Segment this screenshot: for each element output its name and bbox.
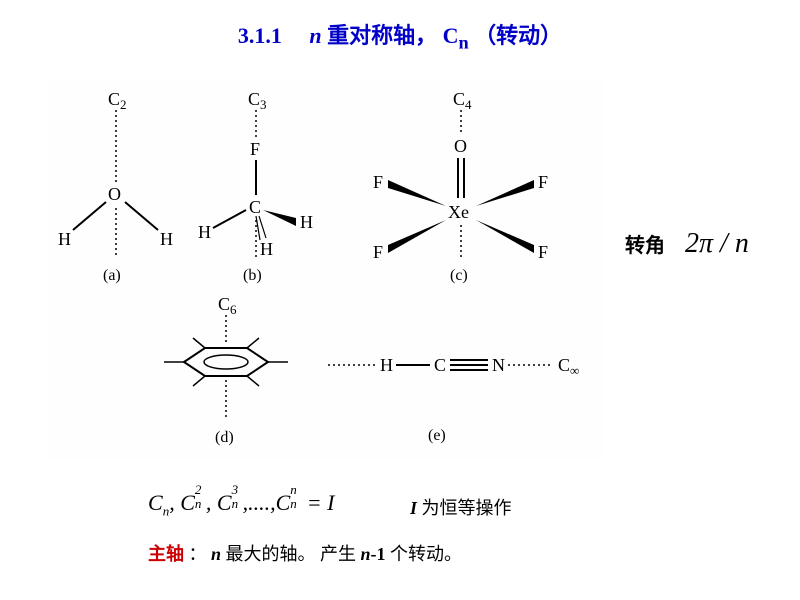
svg-text:(a): (a) [103, 267, 121, 284]
svg-text:(d): (d) [215, 429, 234, 446]
molecule-c: C4 O Xe F F F F (c) [373, 89, 548, 284]
section-number: 3.1.1 [238, 23, 282, 48]
svg-text:F: F [250, 139, 260, 159]
angle-label: 转角 [625, 235, 665, 257]
molecule-b: C3 F C H H H (b) [198, 89, 313, 284]
svg-text:C3: C3 [248, 89, 267, 112]
svg-text:H: H [260, 239, 273, 259]
svg-text:H: H [160, 229, 173, 249]
title-n: n [309, 23, 321, 48]
svg-text:C: C [434, 355, 446, 375]
svg-text:O: O [454, 136, 467, 156]
main-axis-note: 主轴 ： n 最大的轴。 产生 n-1 个转动。 [148, 540, 462, 566]
svg-text:C: C [249, 197, 261, 217]
identity-rest: 为恒等操作 [422, 498, 512, 518]
svg-text:O: O [108, 184, 121, 204]
svg-text:(c): (c) [450, 267, 468, 284]
section-title: 3.1.1 n 重对称轴， Cn （转动） [0, 18, 800, 53]
svg-text:C2: C2 [108, 89, 127, 112]
svg-text:F: F [373, 242, 383, 262]
title-cn: Cn [443, 23, 469, 48]
molecular-diagrams: C2 O H H (a) C3 F C H H H (b) C4 O Xe [48, 80, 603, 460]
title-text2: （转动） [474, 23, 562, 48]
angle-expression: 2π / n [685, 228, 749, 259]
rotation-angle: 转角 2π / n [625, 228, 749, 260]
svg-text:H: H [380, 355, 393, 375]
svg-text:H: H [58, 229, 71, 249]
svg-text:C4: C4 [453, 89, 472, 112]
molecule-e: H C N C∞ (e) [328, 355, 579, 444]
svg-text:H: H [198, 222, 211, 242]
mainaxis-label: 主轴 [148, 544, 184, 564]
molecule-a: C2 O H H (a) [58, 89, 173, 284]
operation-equation: Cn, C2n , C3n ,....,Cnn = I [148, 490, 334, 519]
svg-text:(b): (b) [243, 267, 262, 284]
title-text1: 重对称轴， [327, 23, 437, 48]
svg-text:(e): (e) [428, 427, 446, 444]
identity-note: I 为恒等操作 [410, 494, 512, 520]
identity-I: I [410, 498, 417, 518]
svg-text:Xe: Xe [448, 202, 469, 222]
svg-text:H: H [300, 212, 313, 232]
svg-text:F: F [373, 172, 383, 192]
molecule-d: C6 (d) [164, 294, 288, 446]
svg-text:F: F [538, 242, 548, 262]
svg-text:C6: C6 [218, 294, 237, 317]
svg-text:F: F [538, 172, 548, 192]
svg-text:C∞: C∞ [558, 355, 579, 378]
svg-text:N: N [492, 355, 505, 375]
